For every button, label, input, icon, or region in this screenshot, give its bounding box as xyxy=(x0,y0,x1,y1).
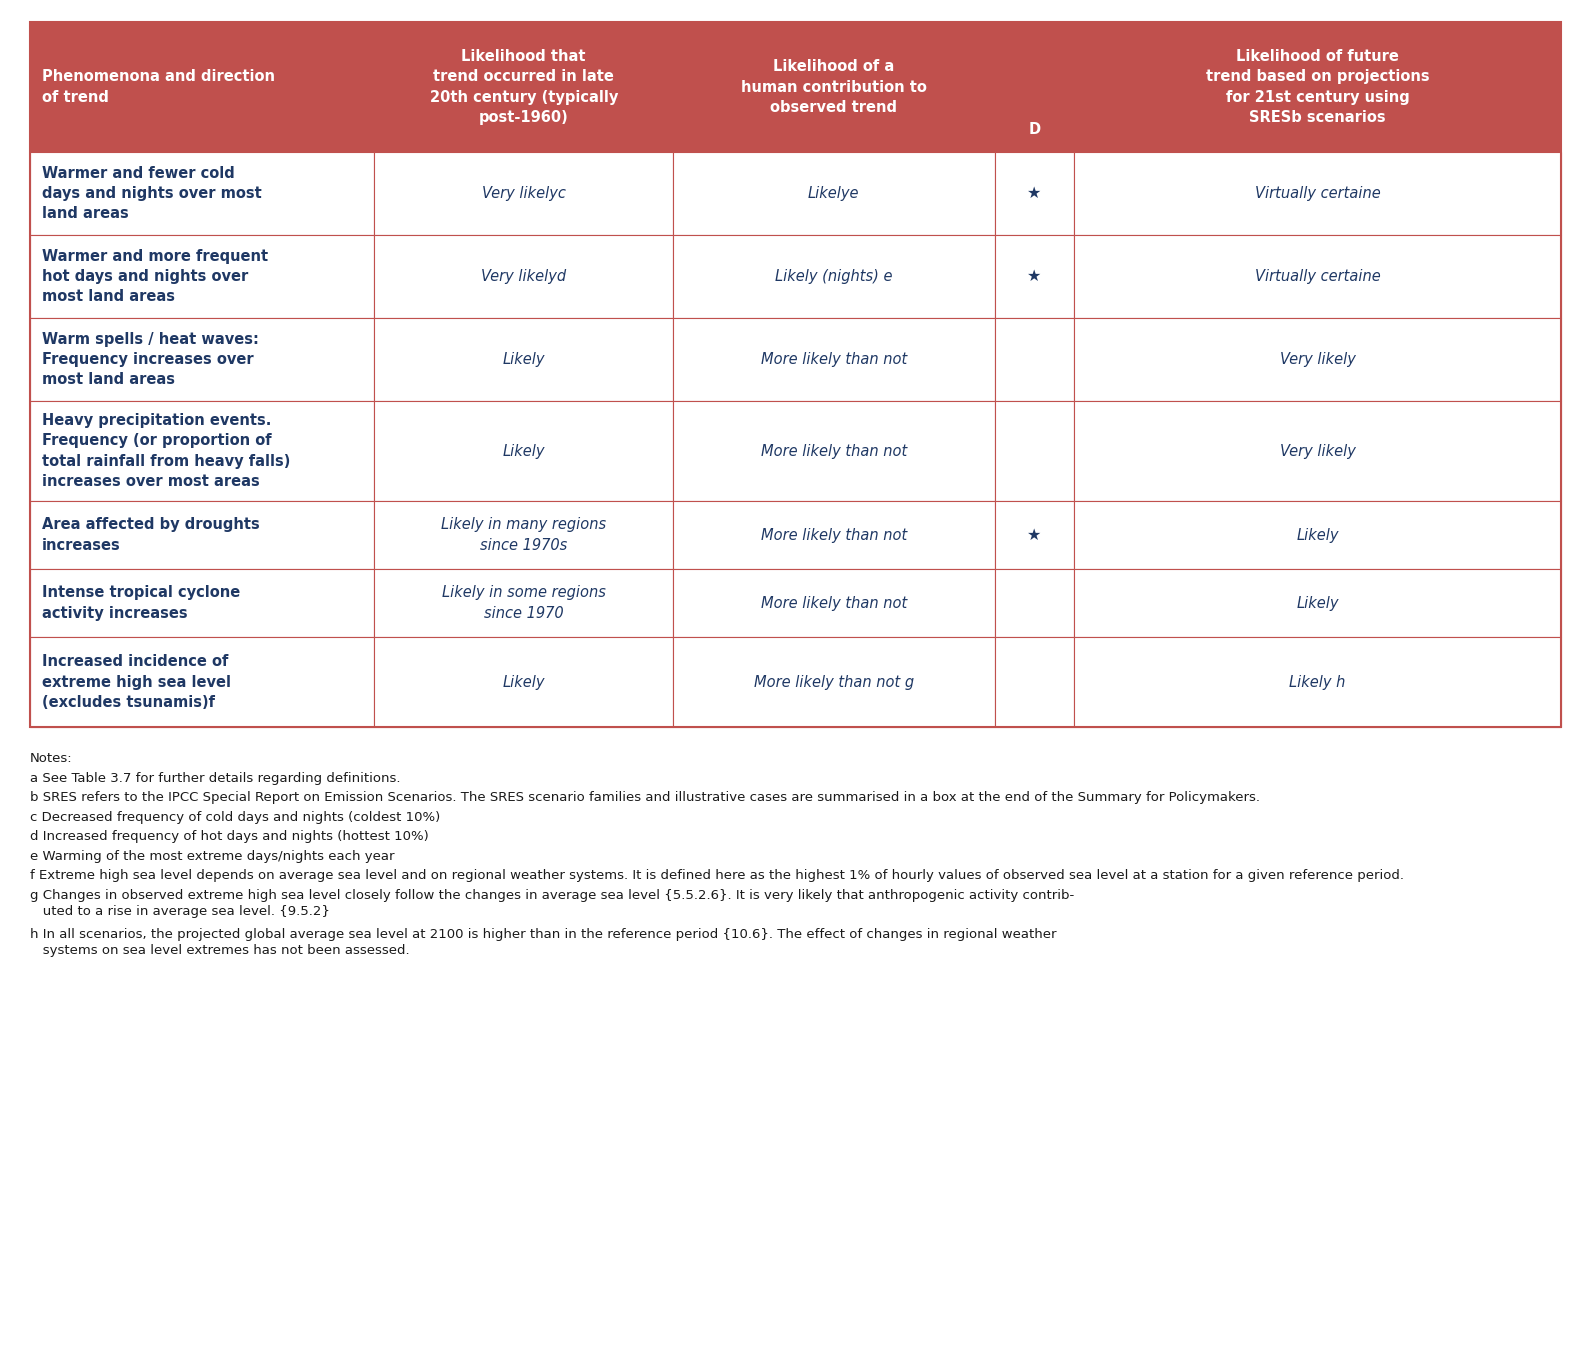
Bar xyxy=(673,570,994,637)
Bar xyxy=(673,319,994,401)
Bar xyxy=(994,401,1075,500)
Bar xyxy=(30,637,375,727)
Text: Likely: Likely xyxy=(502,353,545,367)
Text: Phenomenona and direction
of trend: Phenomenona and direction of trend xyxy=(43,69,275,104)
Bar xyxy=(375,637,673,727)
Bar xyxy=(375,570,673,637)
Text: Likely (nights) e: Likely (nights) e xyxy=(776,268,893,283)
Text: Warmer and fewer cold
days and nights over most
land areas: Warmer and fewer cold days and nights ov… xyxy=(43,165,261,221)
Bar xyxy=(375,235,673,319)
Text: a See Table 3.7 for further details regarding definitions.: a See Table 3.7 for further details rega… xyxy=(30,772,400,785)
Bar xyxy=(1075,319,1561,401)
Text: More likely than not: More likely than not xyxy=(761,443,907,458)
Bar xyxy=(30,570,375,637)
Bar xyxy=(375,500,673,570)
Text: Likely: Likely xyxy=(1296,527,1339,542)
Bar xyxy=(375,152,673,235)
Bar xyxy=(30,401,375,500)
Text: ★: ★ xyxy=(1027,186,1042,201)
Bar xyxy=(30,319,375,401)
Text: Warmer and more frequent
hot days and nights over
most land areas: Warmer and more frequent hot days and ni… xyxy=(43,248,268,304)
Bar xyxy=(1075,401,1561,500)
Bar xyxy=(673,235,994,319)
Bar xyxy=(673,401,994,500)
Text: More likely than not g: More likely than not g xyxy=(754,674,913,689)
Text: Increased incidence of
extreme high sea level
(excludes tsunamis)f: Increased incidence of extreme high sea … xyxy=(43,654,231,711)
Text: Likelihood of a
human contribution to
observed trend: Likelihood of a human contribution to ob… xyxy=(741,60,926,115)
Bar xyxy=(994,570,1075,637)
Bar xyxy=(1075,637,1561,727)
Text: ★: ★ xyxy=(1027,527,1042,542)
Text: D: D xyxy=(1029,122,1040,137)
Text: h In all scenarios, the projected global average sea level at 2100 is higher tha: h In all scenarios, the projected global… xyxy=(30,928,1056,957)
Text: b SRES refers to the IPCC Special Report on Emission Scenarios. The SRES scenari: b SRES refers to the IPCC Special Report… xyxy=(30,791,1260,804)
Text: g Changes in observed extreme high sea level closely follow the changes in avera: g Changes in observed extreme high sea l… xyxy=(30,888,1075,918)
Bar xyxy=(375,401,673,500)
Bar xyxy=(994,500,1075,570)
Text: Very likely: Very likely xyxy=(1279,353,1355,367)
Bar xyxy=(1075,500,1561,570)
Text: More likely than not: More likely than not xyxy=(761,353,907,367)
Bar xyxy=(30,235,375,319)
Text: c Decreased frequency of cold days and nights (coldest 10%): c Decreased frequency of cold days and n… xyxy=(30,811,440,823)
Bar xyxy=(30,22,1561,152)
Bar xyxy=(673,152,994,235)
Text: Likely: Likely xyxy=(1296,595,1339,610)
Text: Virtually certaine: Virtually certaine xyxy=(1255,268,1380,283)
Bar xyxy=(994,152,1075,235)
Bar xyxy=(30,152,375,235)
Bar xyxy=(1075,570,1561,637)
Bar xyxy=(1075,235,1561,319)
Bar xyxy=(673,500,994,570)
Text: Likely in many regions
since 1970s: Likely in many regions since 1970s xyxy=(442,517,606,553)
Bar xyxy=(994,637,1075,727)
Text: Likelihood of future
trend based on projections
for 21st century using
SRESb sce: Likelihood of future trend based on proj… xyxy=(1206,49,1429,125)
Text: Likely in some regions
since 1970: Likely in some regions since 1970 xyxy=(442,586,606,621)
Text: Virtually certaine: Virtually certaine xyxy=(1255,186,1380,201)
Text: e Warming of the most extreme days/nights each year: e Warming of the most extreme days/night… xyxy=(30,849,394,862)
Text: Likely: Likely xyxy=(502,443,545,458)
Text: Very likelyd: Very likelyd xyxy=(481,268,567,283)
Text: Intense tropical cyclone
activity increases: Intense tropical cyclone activity increa… xyxy=(43,586,241,621)
Text: Notes:: Notes: xyxy=(30,753,73,765)
Bar xyxy=(30,500,375,570)
Bar xyxy=(375,319,673,401)
Bar xyxy=(673,637,994,727)
Text: Area affected by droughts
increases: Area affected by droughts increases xyxy=(43,517,260,553)
Text: Very likely: Very likely xyxy=(1279,443,1355,458)
Text: Warm spells / heat waves:
Frequency increases over
most land areas: Warm spells / heat waves: Frequency incr… xyxy=(43,332,260,388)
Text: More likely than not: More likely than not xyxy=(761,527,907,542)
Text: Likely h: Likely h xyxy=(1290,674,1346,689)
Text: ★: ★ xyxy=(1027,268,1042,283)
Bar xyxy=(994,319,1075,401)
Text: More likely than not: More likely than not xyxy=(761,595,907,610)
Text: f Extreme high sea level depends on average sea level and on regional weather sy: f Extreme high sea level depends on aver… xyxy=(30,869,1404,881)
Text: Likely: Likely xyxy=(502,674,545,689)
Text: Likelye: Likelye xyxy=(807,186,860,201)
Text: Likelihood that
trend occurred in late
20th century (typically
post-1960): Likelihood that trend occurred in late 2… xyxy=(429,49,617,125)
Bar xyxy=(994,235,1075,319)
Text: d Increased frequency of hot days and nights (hottest 10%): d Increased frequency of hot days and ni… xyxy=(30,830,429,843)
Bar xyxy=(1075,152,1561,235)
Bar xyxy=(30,22,1561,727)
Text: Very likelyc: Very likelyc xyxy=(481,186,565,201)
Text: Heavy precipitation events.
Frequency (or proportion of
total rainfall from heav: Heavy precipitation events. Frequency (o… xyxy=(43,412,290,490)
